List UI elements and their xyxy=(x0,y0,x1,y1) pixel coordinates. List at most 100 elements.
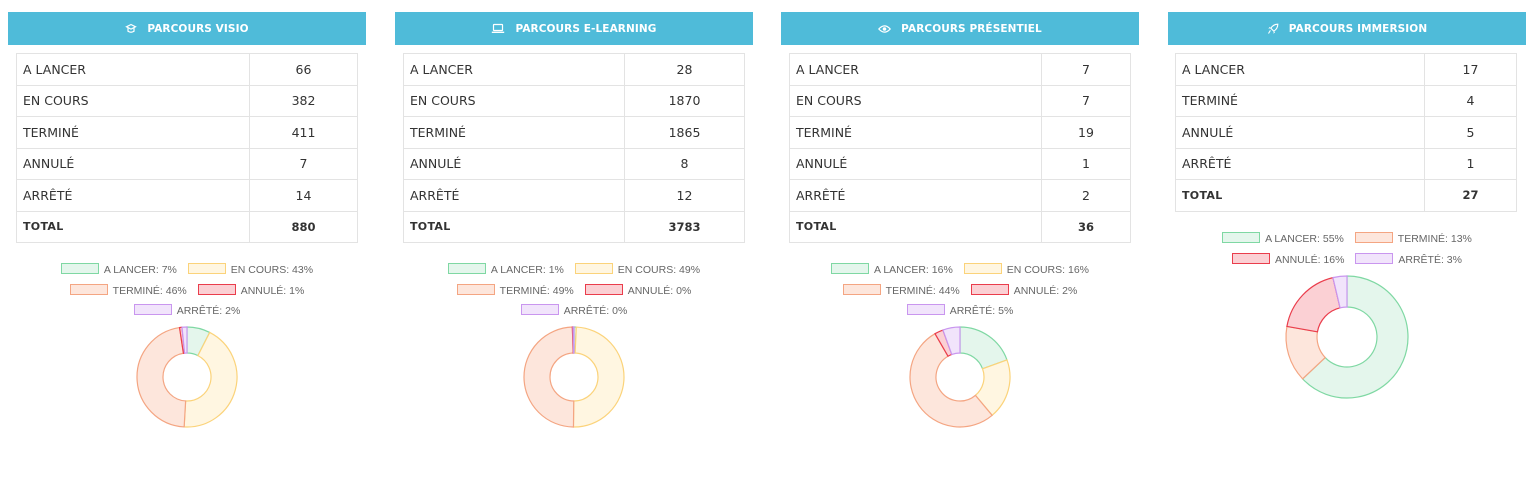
legend-label: ARRÊTÉ: 5% xyxy=(949,305,1014,317)
legend-swatch xyxy=(197,283,236,295)
total-row: TOTAL 880 xyxy=(16,210,358,243)
donut-chart xyxy=(1285,275,1409,399)
legend-swatch xyxy=(1355,252,1394,264)
legend-label: A LANCER: 1% xyxy=(490,264,564,276)
legend-swatch xyxy=(60,263,99,274)
legend-item[interactable]: A LANCER: 16% xyxy=(831,260,953,281)
stats-table: A LANCER 17 TERMINÉ 4 ANNULÉ 5 ARRÊTÉ 1 TOTA… xyxy=(1175,53,1517,212)
legend-swatch xyxy=(842,283,881,295)
legend-label: EN COURS: 49% xyxy=(617,264,701,276)
row-value: 382 xyxy=(249,84,358,117)
panel-header: PARCOURS VISIO xyxy=(8,12,366,45)
stats-table: A LANCER 66 EN COURS 382 TERMINÉ 411 ANNULÉ… xyxy=(16,53,358,243)
legend-item[interactable]: ANNULÉ: 16% xyxy=(1232,250,1344,271)
table-row: ANNULÉ 1 xyxy=(789,147,1131,180)
table-row: A LANCER 17 xyxy=(1175,53,1517,86)
legend-item[interactable]: TERMINÉ: 49% xyxy=(456,281,574,302)
donut-slice-en-cours[interactable] xyxy=(183,331,238,428)
panel-title: PARCOURS IMMERSION xyxy=(1288,22,1428,35)
legend-item[interactable]: A LANCER: 1% xyxy=(447,260,564,281)
legend-item[interactable]: ANNULÉ: 0% xyxy=(584,281,692,302)
row-label: ARRÊTÉ xyxy=(403,179,625,212)
legend-item[interactable]: ARRÊTÉ: 0% xyxy=(520,301,627,322)
legend-item[interactable]: ARRÊTÉ: 5% xyxy=(906,301,1014,322)
row-label: EN COURS xyxy=(789,84,1042,117)
row-label: A LANCER xyxy=(403,53,625,86)
donut-slice-arrete[interactable] xyxy=(572,326,575,354)
row-label: ARRÊTÉ xyxy=(789,179,1042,212)
legend-label: A LANCER: 16% xyxy=(874,264,953,276)
legend-item[interactable]: EN COURS: 16% xyxy=(963,260,1089,281)
panel-header: PARCOURS E-LEARNING xyxy=(395,12,753,45)
row-value: 411 xyxy=(249,116,358,149)
table-row: EN COURS 7 xyxy=(789,84,1131,117)
legend-swatch xyxy=(133,304,172,315)
table-row: TERMINÉ 1865 xyxy=(403,116,745,149)
donut-slice-arrete[interactable] xyxy=(942,326,961,356)
donut-slice-arrete[interactable] xyxy=(181,326,188,354)
legend-label: ANNULÉ: 0% xyxy=(627,284,692,297)
legend-item[interactable]: A LANCER: 7% xyxy=(60,260,177,281)
legend-swatch xyxy=(906,304,945,315)
donut-slice-termine[interactable] xyxy=(523,326,575,428)
row-value: 28 xyxy=(624,53,745,86)
donut-slice-annule[interactable] xyxy=(1286,276,1341,333)
panel-immersion: PARCOURS IMMERSION A LANCER 17 TERMINÉ 4 A… xyxy=(1168,12,1526,399)
legend-line: ANNULÉ: 16% ARRÊTÉ: 3% xyxy=(1168,250,1526,271)
row-value: 1865 xyxy=(624,116,745,149)
donut-slice-termine[interactable] xyxy=(136,326,187,428)
row-value: 1870 xyxy=(624,84,745,117)
legend-swatch xyxy=(187,263,226,274)
row-label: TERMINÉ xyxy=(16,116,250,149)
legend-swatch xyxy=(69,283,108,295)
row-value: 19 xyxy=(1041,116,1131,149)
donut-chart xyxy=(909,326,1011,428)
legend-line: A LANCER: 1% EN COURS: 49% xyxy=(395,260,753,281)
legend-item[interactable]: ANNULÉ: 2% xyxy=(970,281,1077,302)
legend-item[interactable]: A LANCER: 55% xyxy=(1222,229,1344,250)
legend-item[interactable]: ARRÊTÉ: 3% xyxy=(1355,250,1462,271)
total-value: 3783 xyxy=(624,210,745,243)
legend-item[interactable]: TERMINÉ: 13% xyxy=(1354,229,1472,250)
row-label: A LANCER xyxy=(789,53,1042,86)
legend-label: ANNULÉ: 16% xyxy=(1275,253,1345,266)
donut-slice-en-cours[interactable] xyxy=(572,326,625,428)
donut-slice-arrete[interactable] xyxy=(1332,275,1348,309)
legend-label: EN COURS: 43% xyxy=(230,264,314,276)
legend-swatch xyxy=(963,263,1002,274)
legend-line: A LANCER: 55% TERMINÉ: 13% xyxy=(1168,229,1526,250)
legend-item[interactable]: TERMINÉ: 46% xyxy=(69,281,187,302)
legend-item[interactable]: EN COURS: 43% xyxy=(187,260,314,281)
donut-chart xyxy=(136,326,238,428)
legend-line: ARRÊTÉ: 2% xyxy=(8,301,366,322)
legend-swatch xyxy=(447,263,486,274)
legend-item[interactable]: ARRÊTÉ: 2% xyxy=(133,301,240,322)
table-row: EN COURS 1870 xyxy=(403,84,745,117)
legend-swatch xyxy=(970,283,1009,295)
legend-item[interactable]: TERMINÉ: 44% xyxy=(842,281,960,302)
legend-label: TERMINÉ: 49% xyxy=(499,284,574,297)
legend-item[interactable]: EN COURS: 49% xyxy=(574,260,701,281)
legend-line: A LANCER: 7% EN COURS: 43% xyxy=(8,260,366,281)
donut-slice-a-lancer[interactable] xyxy=(1301,275,1409,399)
hat-icon xyxy=(125,23,138,33)
row-label: A LANCER xyxy=(16,53,250,86)
legend-label: TERMINÉ: 46% xyxy=(112,284,187,297)
donut-slice-termine[interactable] xyxy=(909,332,993,428)
legend-line: TERMINÉ: 49% ANNULÉ: 0% xyxy=(395,281,753,302)
table-row: A LANCER 28 xyxy=(403,53,745,86)
legend-label: ARRÊTÉ: 3% xyxy=(1398,253,1462,266)
legend-swatch xyxy=(574,263,613,274)
donut-chart xyxy=(523,326,625,428)
total-label: TOTAL xyxy=(403,210,625,243)
panel-title: PARCOURS E-LEARNING xyxy=(515,22,657,35)
stats-table: A LANCER 7 EN COURS 7 TERMINÉ 19 ANNULÉ 1 AR… xyxy=(789,53,1131,243)
chart-legend: A LANCER: 1% EN COURS: 49% TERMINÉ: 49% … xyxy=(395,260,753,322)
total-value: 27 xyxy=(1424,179,1517,212)
laptop-icon xyxy=(492,23,505,33)
chart-legend: A LANCER: 7% EN COURS: 43% TERMINÉ: 46% … xyxy=(8,260,366,322)
legend-swatch xyxy=(520,304,559,315)
panel-presentiel: PARCOURS PRÉSENTIEL A LANCER 7 EN COURS 7 … xyxy=(781,12,1139,428)
row-value: 5 xyxy=(1424,116,1517,149)
legend-item[interactable]: ANNULÉ: 1% xyxy=(197,281,304,302)
